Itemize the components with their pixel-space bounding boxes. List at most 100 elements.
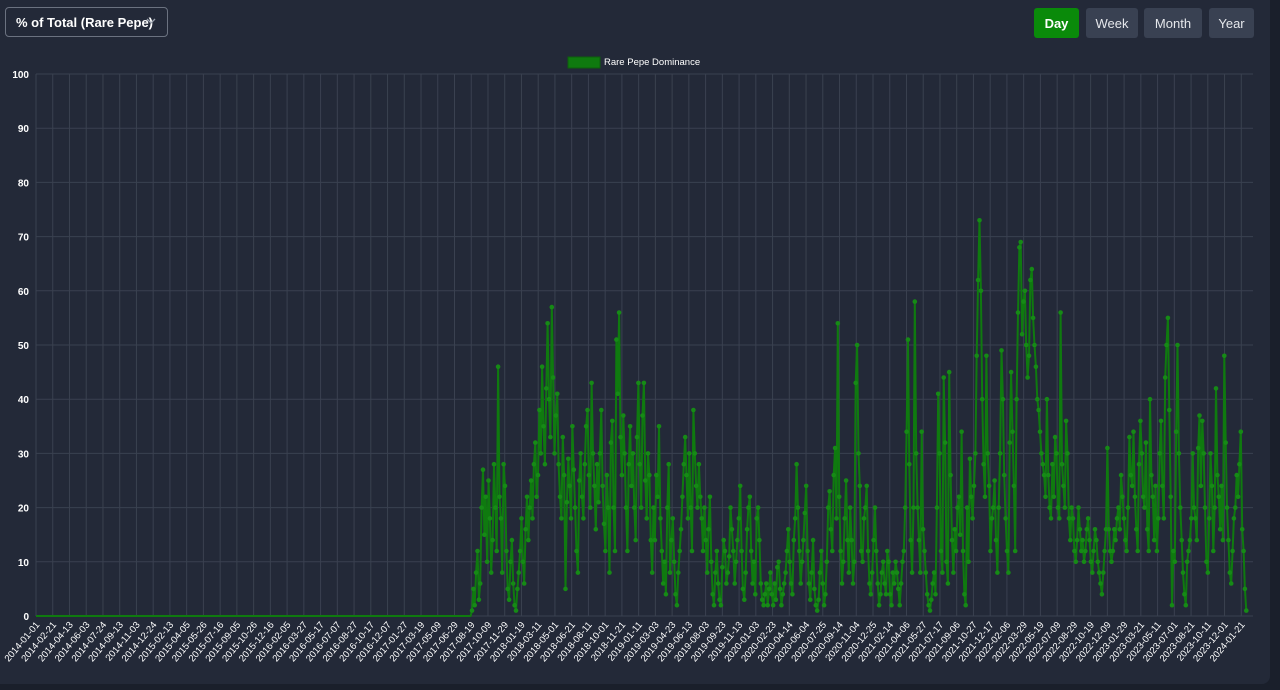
period-month-button[interactable]: Month xyxy=(1144,8,1202,38)
data-point xyxy=(524,494,530,500)
data-point xyxy=(537,407,542,413)
data-point xyxy=(611,505,616,510)
data-point xyxy=(879,570,885,575)
data-point xyxy=(484,559,490,565)
data-point xyxy=(854,342,860,348)
data-point xyxy=(1162,375,1168,380)
data-point xyxy=(1098,581,1103,586)
y-tick-label: 90 xyxy=(18,124,30,135)
data-point xyxy=(779,602,784,608)
data-point xyxy=(566,456,571,462)
data-point xyxy=(1110,548,1116,554)
data-point xyxy=(1118,472,1124,478)
data-point xyxy=(970,516,975,521)
data-point xyxy=(1062,505,1068,510)
data-point xyxy=(1018,239,1023,245)
data-point xyxy=(867,581,872,586)
data-point xyxy=(678,527,684,532)
data-point xyxy=(508,559,513,565)
data-point xyxy=(619,472,625,478)
data-point xyxy=(883,592,889,597)
data-point xyxy=(1015,310,1021,315)
period-day-button[interactable]: Day xyxy=(1034,8,1079,38)
data-point xyxy=(977,218,982,223)
data-point xyxy=(1101,570,1106,575)
data-point xyxy=(1048,516,1054,521)
data-point xyxy=(682,434,688,440)
data-point xyxy=(766,586,772,592)
data-point xyxy=(791,537,797,543)
data-point xyxy=(667,570,673,575)
data-point xyxy=(979,396,985,402)
data-point xyxy=(1000,396,1006,402)
data-point xyxy=(1227,570,1233,575)
data-point xyxy=(618,434,623,440)
data-point xyxy=(1142,505,1147,510)
data-point xyxy=(1072,548,1077,554)
data-point xyxy=(1010,429,1015,435)
data-point xyxy=(1182,592,1187,597)
data-point xyxy=(759,597,765,602)
data-point xyxy=(1129,483,1135,489)
data-point xyxy=(597,451,603,456)
data-point xyxy=(696,461,702,467)
data-point xyxy=(1226,537,1231,543)
data-point xyxy=(955,505,960,510)
data-point xyxy=(638,505,644,510)
data-point xyxy=(933,592,938,597)
data-point xyxy=(603,548,608,554)
data-point xyxy=(702,505,707,510)
data-point xyxy=(1054,451,1059,456)
data-point xyxy=(1212,505,1217,510)
data-point xyxy=(1083,548,1088,554)
data-point xyxy=(479,505,484,510)
data-point xyxy=(471,586,476,592)
data-point xyxy=(975,277,981,283)
data-point xyxy=(670,516,676,521)
data-point xyxy=(570,424,575,429)
data-point xyxy=(1208,451,1213,456)
data-point xyxy=(542,461,548,467)
data-point xyxy=(1228,581,1234,586)
data-point xyxy=(541,424,546,429)
legend-swatch xyxy=(567,56,601,69)
data-point xyxy=(1216,494,1222,500)
data-point xyxy=(1087,537,1092,543)
data-point xyxy=(535,472,541,478)
data-point xyxy=(993,537,999,543)
data-point xyxy=(599,407,604,413)
data-point xyxy=(1179,537,1184,543)
data-point xyxy=(1039,451,1044,456)
data-point xyxy=(849,537,854,543)
data-point xyxy=(769,592,775,597)
data-point xyxy=(545,321,550,326)
data-point xyxy=(934,505,940,510)
data-point xyxy=(630,451,636,456)
data-point xyxy=(644,516,649,521)
data-point xyxy=(875,581,880,586)
data-point xyxy=(985,451,990,456)
data-point xyxy=(1167,407,1172,413)
data-point xyxy=(583,424,589,429)
data-point xyxy=(995,570,1000,575)
data-point xyxy=(1211,548,1216,554)
data-point xyxy=(974,353,979,359)
metric-select[interactable]: % of Total (Rare Pepe) xyxy=(5,7,168,37)
data-point xyxy=(836,494,842,500)
data-point xyxy=(581,516,586,521)
period-week-button[interactable]: Week xyxy=(1086,8,1138,38)
data-point xyxy=(699,516,704,521)
data-point xyxy=(940,570,945,575)
data-point xyxy=(806,581,812,586)
data-point xyxy=(469,608,475,613)
period-year-button[interactable]: Year xyxy=(1209,8,1254,38)
data-point xyxy=(1149,472,1154,478)
data-point xyxy=(1084,527,1090,532)
data-point xyxy=(651,505,656,510)
data-point xyxy=(553,413,559,418)
data-point xyxy=(1012,548,1018,554)
data-point xyxy=(956,494,962,500)
data-point xyxy=(1143,440,1149,445)
data-point xyxy=(527,505,532,510)
data-point xyxy=(733,559,739,565)
